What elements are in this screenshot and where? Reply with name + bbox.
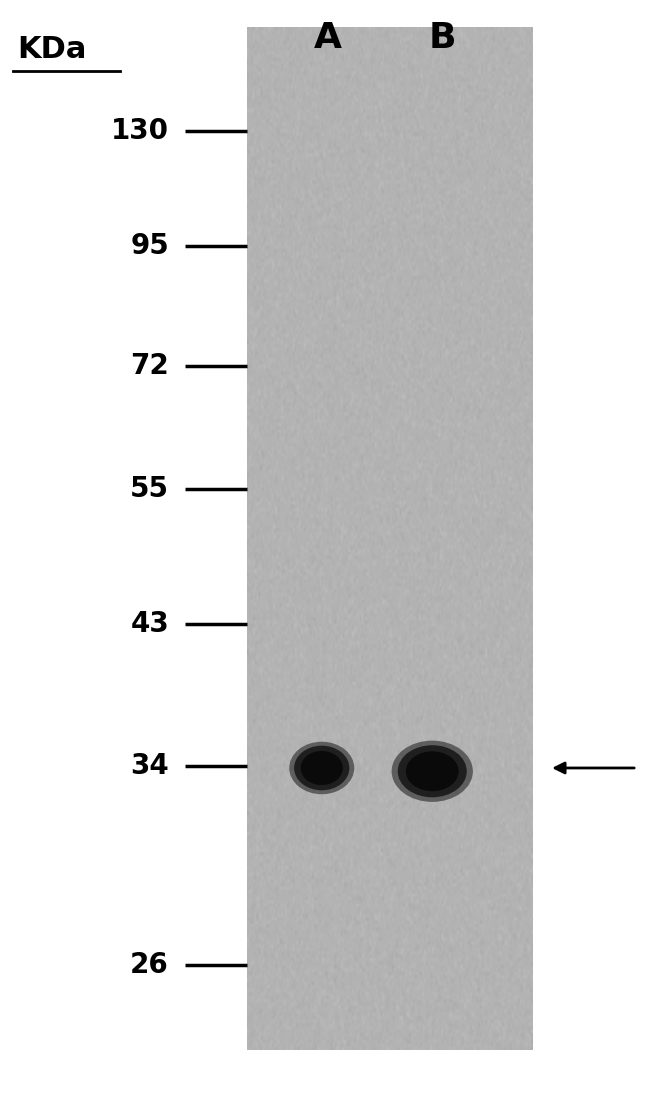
Ellipse shape <box>406 752 459 791</box>
Text: 43: 43 <box>130 609 169 638</box>
Text: 72: 72 <box>130 352 169 381</box>
Text: KDa: KDa <box>18 35 86 63</box>
Ellipse shape <box>398 745 467 798</box>
Text: 55: 55 <box>130 475 169 503</box>
Ellipse shape <box>300 750 343 785</box>
Text: 26: 26 <box>130 951 169 979</box>
Text: A: A <box>314 21 343 56</box>
Text: B: B <box>428 21 456 56</box>
Ellipse shape <box>294 746 350 790</box>
Text: 130: 130 <box>111 117 169 146</box>
Text: 95: 95 <box>130 232 169 260</box>
Ellipse shape <box>289 742 354 794</box>
Text: 34: 34 <box>130 752 169 780</box>
Ellipse shape <box>391 741 473 802</box>
